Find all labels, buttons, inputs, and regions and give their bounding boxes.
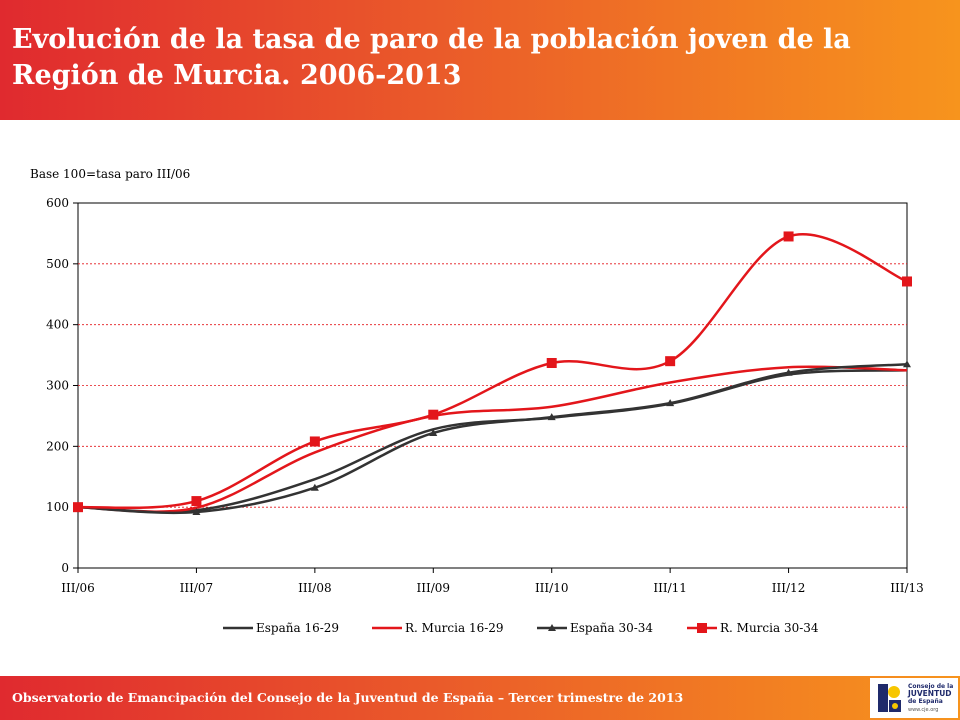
header-bar: Evolución de la tasa de paro de la pobla… xyxy=(0,0,960,120)
legend-marker-2 xyxy=(548,624,556,631)
line-chart: 0 100 200 300 400 500 600 III/06 III/07 III/08 III… xyxy=(46,196,924,635)
legend-marker-3 xyxy=(697,623,707,633)
legend-label-0: España 16-29 xyxy=(256,621,339,635)
cje-logo-mark-icon xyxy=(876,682,904,714)
series-point-2 xyxy=(429,428,438,436)
series-point-3 xyxy=(73,502,83,513)
y-tick-label: 0 xyxy=(61,561,69,575)
series-point-3 xyxy=(428,409,439,420)
series-line-3 xyxy=(77,233,908,510)
cje-logo: Consejo de la JUVENTUD de España www.cje… xyxy=(870,678,958,718)
x-tick-label: III/10 xyxy=(535,581,569,595)
x-tick-label: III/08 xyxy=(298,581,332,595)
series-point-2 xyxy=(784,368,793,376)
x-tick-label: III/06 xyxy=(61,581,95,595)
y-axis-label: Base 100=tasa paro III/06 xyxy=(30,167,191,181)
x-tick-label: III/07 xyxy=(180,581,214,595)
legend-label-3: R. Murcia 30-34 xyxy=(720,621,819,635)
series-point-3 xyxy=(191,496,202,507)
series-point-2 xyxy=(903,360,911,368)
logo-line-2: JUVENTUD xyxy=(908,689,952,698)
logo-line-1: Consejo de la xyxy=(908,683,954,690)
series-point-2 xyxy=(666,399,675,407)
series-line-2 xyxy=(77,362,908,515)
x-tick-label: III/13 xyxy=(890,581,924,595)
logo-url: www.cje.org xyxy=(908,707,939,713)
footer-text: Observatorio de Emancipación del Consejo… xyxy=(12,690,684,705)
series-point-2 xyxy=(547,413,556,421)
series-point-3 xyxy=(546,357,557,368)
footer-bar: Observatorio de Emancipación del Consejo… xyxy=(0,676,960,720)
y-tick-label: 200 xyxy=(46,439,69,453)
x-tick-label: III/11 xyxy=(653,581,687,595)
page-title: Evolución de la tasa de paro de la pobla… xyxy=(12,24,851,91)
y-tick-label: 600 xyxy=(46,196,69,210)
y-tick-label: 400 xyxy=(46,318,69,332)
series-line-1 xyxy=(77,365,908,513)
series-point-3 xyxy=(783,231,794,242)
y-tick-label: 500 xyxy=(46,257,69,271)
series-line-0 xyxy=(77,369,908,514)
series-point-3 xyxy=(902,276,912,287)
series-point-3 xyxy=(665,356,676,367)
x-tick-label: III/12 xyxy=(772,581,806,595)
legend-label-2: España 30-34 xyxy=(570,621,653,635)
legend-label-1: R. Murcia 16-29 xyxy=(405,621,504,635)
series-point-3 xyxy=(309,436,320,447)
x-tick-label: III/09 xyxy=(417,581,451,595)
y-tick-label: 100 xyxy=(46,500,69,514)
series-point-2 xyxy=(192,508,201,516)
logo-line-3: de España xyxy=(908,698,943,705)
series-point-2 xyxy=(310,483,319,491)
y-tick-label: 300 xyxy=(46,379,69,393)
